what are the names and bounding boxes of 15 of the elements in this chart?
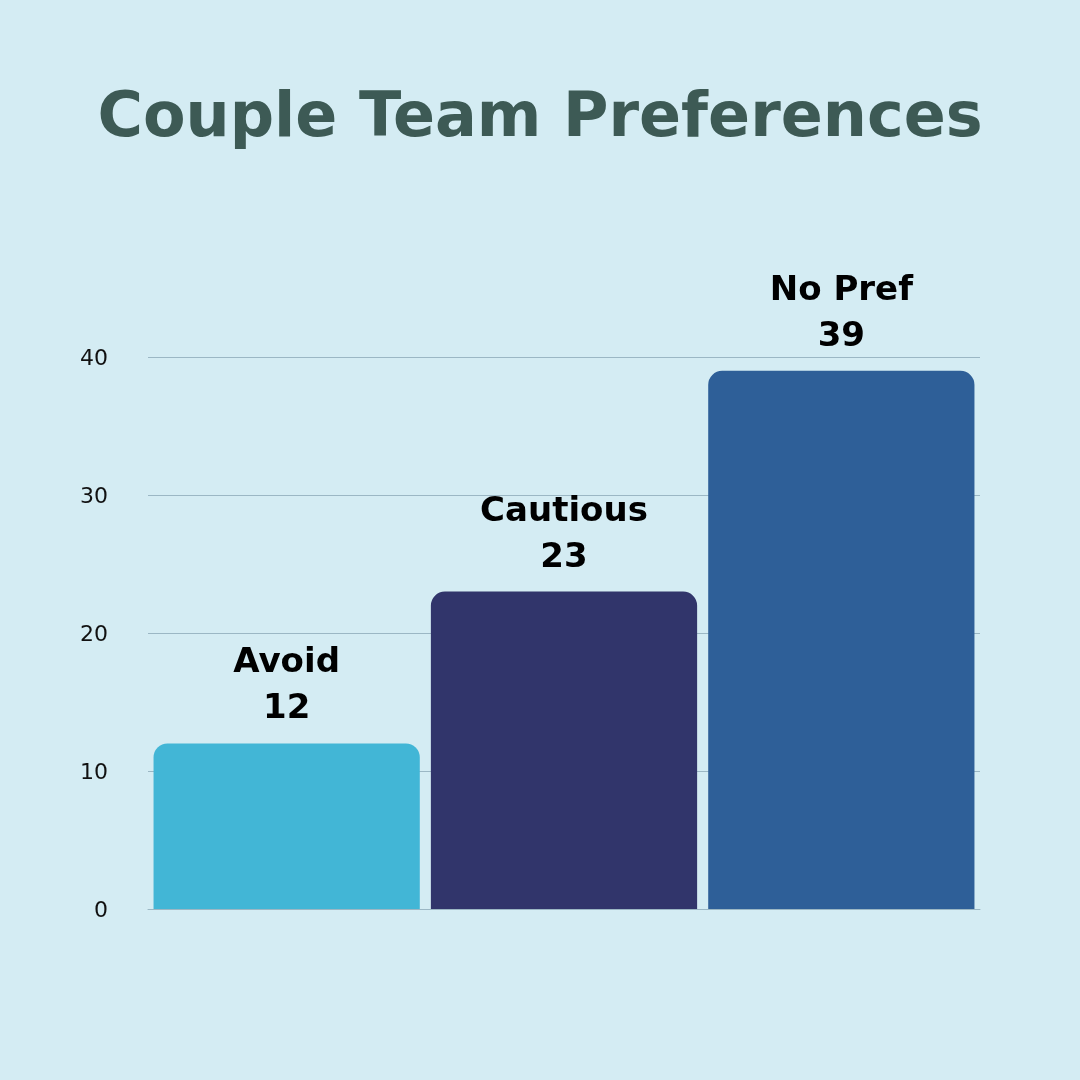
x-tick-label: Avoid	[233, 640, 340, 681]
data-label: 23	[540, 534, 588, 575]
data-label: 12	[263, 686, 311, 727]
y-tick-label: 30	[80, 482, 108, 508]
y-tick-label: 20	[80, 620, 108, 646]
bar	[708, 370, 975, 909]
y-tick-label: 40	[80, 344, 108, 370]
data-label: 39	[817, 313, 865, 354]
y-tick-label: 10	[80, 758, 108, 784]
x-tick-label: Cautious	[480, 488, 648, 529]
chart-title: Couple Team Preferences	[97, 77, 983, 151]
y-tick-label: 0	[94, 896, 108, 922]
bar	[153, 743, 420, 909]
bar	[430, 591, 698, 909]
x-tick-label: No Pref	[769, 267, 915, 308]
